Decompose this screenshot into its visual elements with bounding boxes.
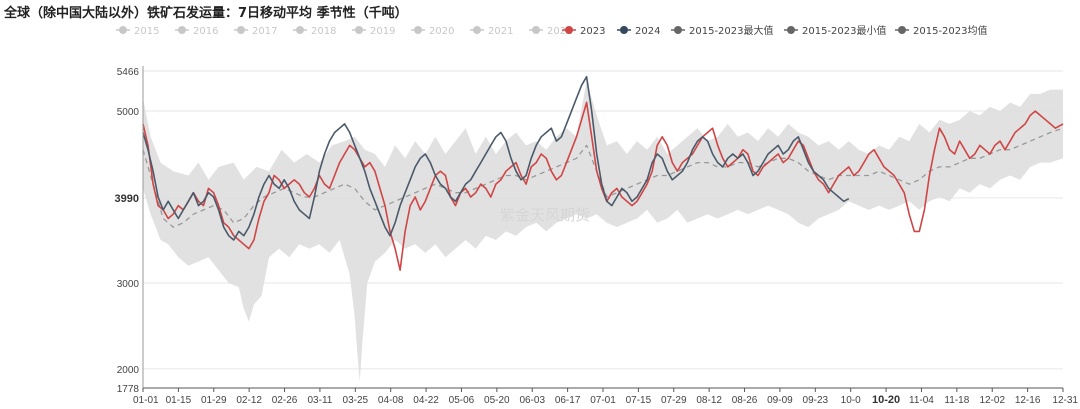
x-tick-label: 03-11: [308, 395, 333, 406]
y-tick-label: 5466: [117, 67, 140, 78]
legend-marker: [898, 26, 906, 34]
x-tick-label: 07-01: [590, 395, 616, 406]
y-tick-label: 3000: [117, 279, 140, 290]
svg-text:2020: 2020: [429, 26, 454, 37]
svg-text:2024: 2024: [635, 26, 660, 37]
svg-text:2017: 2017: [252, 26, 277, 37]
y-tick-label: 3990: [115, 193, 139, 205]
svg-text:2016: 2016: [193, 26, 218, 37]
svg-text:2021: 2021: [488, 26, 513, 37]
x-tick-label: 01-01: [133, 395, 159, 406]
x-tick-label: 03-25: [343, 395, 369, 406]
x-tick-label: 02-26: [272, 395, 298, 406]
x-tick-label: 10-0: [841, 395, 861, 406]
x-tick-label: 06-17: [555, 395, 581, 406]
series-line-2023: [142, 101, 1064, 271]
x-axis-ticks: 01-01 01-15 01-29 02-12 02-26 03-11 03-25 04-08…: [133, 388, 1078, 406]
x-tick-label: 12-02: [979, 395, 1005, 406]
chart-title: 全球（除中国大陆以外）铁矿石发运量：7日移动平均 季节性（千吨）: [4, 6, 408, 21]
x-tick-label: 05-20: [484, 395, 510, 406]
x-tick-label: 04-08: [378, 395, 404, 406]
svg-text:2015-2023均值: 2015-2023均值: [913, 24, 988, 37]
x-tick-label: 05-06: [449, 395, 475, 406]
legend-marker: [355, 26, 363, 34]
x-tick-label: 12-31: [1052, 395, 1078, 406]
svg-text:2018: 2018: [311, 26, 336, 37]
x-tick-label: 06-03: [519, 395, 545, 406]
legend-marker: [119, 26, 127, 34]
legend-item-2015-2023最大值[interactable]: 2015-2023最大值: [671, 24, 774, 37]
x-tick-label: 08-12: [696, 395, 722, 406]
legend-item-2016[interactable]: 2016: [175, 26, 218, 37]
x-tick-label: 11-04: [909, 395, 934, 406]
x-tick-label: 01-15: [166, 395, 192, 406]
legend-item-2017[interactable]: 2017: [234, 26, 277, 37]
legend-marker: [620, 26, 628, 34]
svg-text:2019: 2019: [370, 26, 395, 37]
series-line-2015-2023均值: [142, 127, 1064, 228]
legend-marker: [296, 26, 304, 34]
legend-item-2023[interactable]: 2023: [562, 26, 605, 37]
y-axis-ticks: 1778 2000 3000 3990 5000 5466: [115, 67, 140, 395]
x-tick-label: 01-29: [201, 395, 227, 406]
legend-marker: [532, 26, 540, 34]
legend-item-2019[interactable]: 2019: [352, 26, 395, 37]
legend-item-2015[interactable]: 2015: [116, 26, 159, 37]
x-tick-label: 09-23: [803, 395, 829, 406]
x-tick-label: 07-15: [626, 395, 652, 406]
legend-marker: [178, 26, 186, 34]
legend-item-2021[interactable]: 2021: [470, 26, 513, 37]
legend-item-2015-2023最小值[interactable]: 2015-2023最小值: [784, 24, 887, 37]
legend-item-2022[interactable]: 2022: [529, 26, 572, 37]
y-tick-label: 2000: [117, 365, 140, 376]
svg-text:2023: 2023: [580, 26, 605, 37]
svg-text:2015: 2015: [134, 26, 159, 37]
legend-marker: [674, 26, 682, 34]
legend-item-2024[interactable]: 2024: [617, 26, 660, 37]
legend-marker: [414, 26, 422, 34]
watermark: 紫金天风期货: [500, 206, 590, 224]
x-tick-label: 08-26: [732, 395, 758, 406]
x-tick-label: 07-29: [661, 395, 687, 406]
svg-text:2015-2023最大值: 2015-2023最大值: [689, 24, 774, 37]
x-tick-label: 10-20: [872, 394, 900, 406]
min-max-band: [143, 81, 1063, 382]
svg-text:2015-2023最小值: 2015-2023最小值: [802, 24, 887, 37]
legend-item-2020[interactable]: 2020: [411, 26, 454, 37]
band-area: [143, 81, 1063, 382]
x-tick-label: 04-22: [413, 395, 439, 406]
chart-legend: 2015 2016 2017 2018 2019 2020 2021 2022 2023 2024…: [116, 24, 988, 37]
legend-marker: [237, 26, 245, 34]
x-tick-label: 11-18: [944, 395, 969, 406]
legend-marker: [787, 26, 795, 34]
x-tick-label: 09-09: [767, 395, 793, 406]
legend-item-2015-2023均值[interactable]: 2015-2023均值: [895, 24, 988, 37]
legend-marker: [473, 26, 481, 34]
y-tick-label: 5000: [117, 107, 140, 118]
x-tick-label: 12-16: [1015, 395, 1041, 406]
y-tick-label: 1778: [117, 384, 140, 395]
series-line-2024: [142, 75, 850, 241]
legend-item-2018[interactable]: 2018: [293, 26, 336, 37]
svg-text:2022: 2022: [547, 26, 572, 37]
legend-marker: [565, 26, 573, 34]
series-lines: [142, 75, 1064, 271]
x-tick-label: 02-12: [236, 395, 262, 406]
